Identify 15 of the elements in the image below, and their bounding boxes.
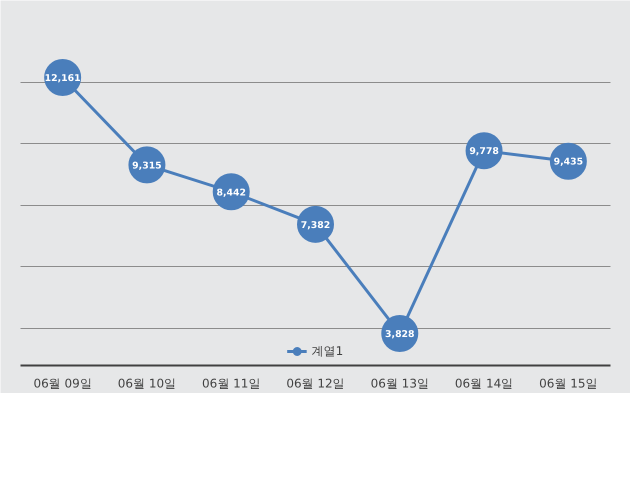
x-tick-label: 06월 11일 [202,376,260,390]
data-label: 12,161 [44,73,81,84]
data-label: 9,778 [469,146,499,158]
x-tick-label: 06월 15일 [539,376,598,390]
x-tick-label: 06월 14일 [454,376,514,390]
x-tick-label: 06월 09일 [33,376,92,390]
legend-label: 계열1 [312,342,344,360]
x-tick-label: 06월 13일 [370,376,429,390]
data-label: 3,828 [385,329,415,340]
data-label: 9,315 [132,160,162,172]
data-label: 8,442 [216,187,246,198]
data-label: 7,382 [300,220,330,231]
data-label: 9,435 [554,156,584,168]
x-tick-label: 06월 12일 [286,376,345,390]
x-tick-label: 06월 10일 [118,376,176,390]
